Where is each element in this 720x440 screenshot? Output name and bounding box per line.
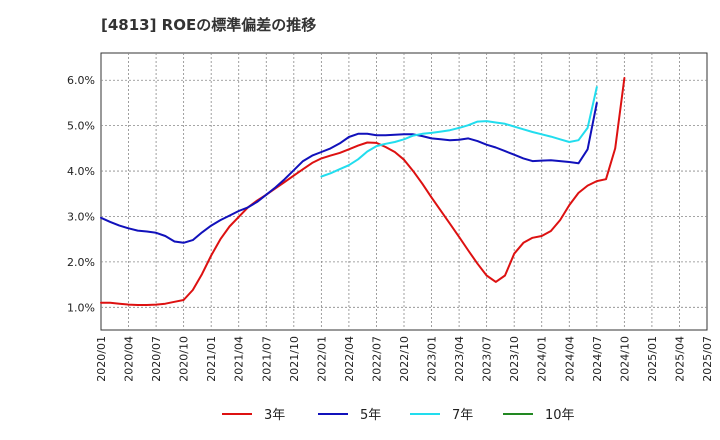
- x-tick-label: 2024/07: [591, 336, 604, 382]
- x-tick-label: 2024/01: [536, 336, 549, 382]
- x-tick-label: 2024/04: [563, 336, 576, 382]
- plot-area: [100, 52, 708, 331]
- x-tick-label: 2020/04: [123, 336, 136, 382]
- x-tick-label: 2024/10: [618, 336, 631, 382]
- x-tick-label: 2025/07: [701, 336, 714, 382]
- series-line-3: [320, 86, 598, 178]
- y-tick-label: 2.0%: [67, 256, 95, 269]
- x-tick-label: 2022/04: [343, 336, 356, 382]
- legend-label-4: 10年: [545, 408, 575, 423]
- x-tick-label: 2023/10: [508, 336, 521, 382]
- legend-label-3: 7年: [452, 408, 473, 423]
- x-tick-label: 2022/01: [315, 336, 328, 382]
- y-tick-label: 5.0%: [67, 120, 95, 133]
- x-tick-label: 2021/04: [233, 336, 246, 382]
- x-tick-label: 2021/07: [260, 336, 273, 382]
- series-line-1: [100, 77, 626, 306]
- x-tick-label: 2020/01: [95, 336, 108, 382]
- x-tick-label: 2021/10: [288, 336, 301, 382]
- x-tick-label: 2020/10: [178, 336, 191, 382]
- y-tick-label: 4.0%: [67, 165, 95, 178]
- y-tick-label: 1.0%: [67, 301, 95, 314]
- x-tick-label: 2022/10: [398, 336, 411, 382]
- x-tick-label: 2023/04: [453, 336, 466, 382]
- x-tick-label: 2020/07: [150, 336, 163, 382]
- x-tick-label: 2021/01: [205, 336, 218, 382]
- legend-label-2: 5年: [360, 408, 381, 423]
- x-tick-label: 2025/01: [646, 336, 659, 382]
- x-tick-label: 2023/01: [426, 336, 439, 382]
- chart-title: [4813] ROEの標準偏差の推移: [101, 16, 317, 34]
- series-line-2: [100, 102, 598, 244]
- grid-layer: [101, 53, 707, 330]
- y-tick-label: 3.0%: [67, 210, 95, 223]
- legend-label-1: 3年: [264, 408, 285, 423]
- legend: 3年 5年 7年 10年: [222, 408, 575, 423]
- x-tick-label: 2022/07: [370, 336, 383, 382]
- x-axis-ticks: 2020/01 2020/04 2020/07 2020/10 2021/01 2021/…: [95, 336, 714, 382]
- x-tick-label: 2025/04: [673, 336, 686, 382]
- y-axis-ticks: 1.0% 2.0% 3.0% 4.0% 5.0% 6.0%: [67, 74, 95, 314]
- y-tick-label: 6.0%: [67, 74, 95, 87]
- series-layer: [100, 77, 626, 306]
- x-tick-label: 2023/07: [481, 336, 494, 382]
